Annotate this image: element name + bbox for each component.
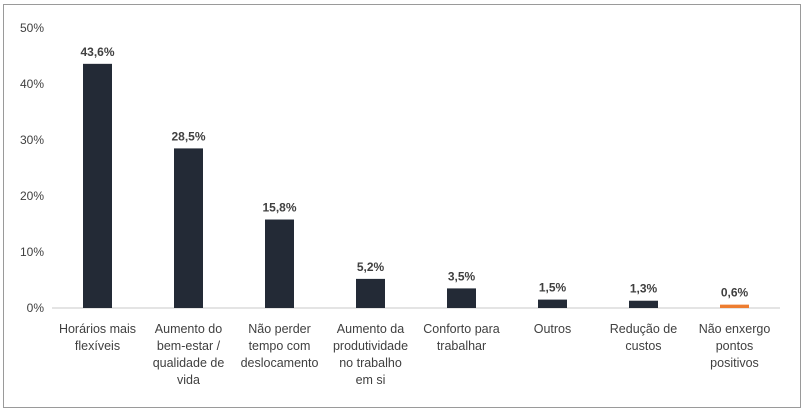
y-tick-label: 50%: [20, 21, 44, 35]
category-label: Não enxergo pontos positivos: [699, 322, 771, 370]
category-label-line: custos: [625, 339, 661, 353]
bar: [83, 63, 112, 309]
data-label: 0,6%: [721, 286, 749, 300]
category-label-line: positivos: [710, 356, 759, 370]
y-tick-label: 10%: [20, 245, 44, 259]
y-tick-label: 40%: [20, 77, 44, 91]
category-label-line: no trabalho: [339, 356, 402, 370]
bar: [265, 219, 294, 308]
category-label-line: flexíveis: [75, 339, 120, 353]
category-label: Outros: [534, 322, 572, 336]
y-tick-label: 20%: [20, 189, 44, 203]
category-label: Redução de custos: [610, 322, 677, 353]
category-label-line: em si: [356, 373, 386, 387]
category-label-line: Não perder: [248, 322, 311, 336]
data-label: 28,5%: [171, 129, 205, 143]
category-label: Aumento da produtividade no trabalho em si: [333, 322, 408, 387]
data-label: 1,5%: [539, 281, 567, 295]
bar: [174, 148, 203, 308]
category-label-line: Redução de: [610, 322, 677, 336]
data-label: 43,6%: [80, 45, 114, 59]
category-label: Aumento do bem-estar / qualidade de vida: [153, 322, 225, 387]
bar: [720, 304, 749, 308]
category-label-line: Não enxergo: [699, 322, 771, 336]
category-label-line: trabalhar: [437, 339, 486, 353]
category-label-line: vida: [177, 373, 200, 387]
y-tick-label: 0%: [27, 301, 45, 315]
category-label-line: Outros: [534, 322, 572, 336]
category-label-line: produtividade: [333, 339, 408, 353]
category-label: Horários mais flexíveis: [59, 322, 136, 353]
category-label-line: tempo com: [249, 339, 311, 353]
bar: [447, 288, 476, 308]
bar: [629, 300, 658, 308]
category-label-line: pontos: [716, 339, 754, 353]
data-label: 3,5%: [448, 269, 476, 283]
category-label-line: qualidade de: [153, 356, 225, 370]
category-label-line: Aumento do: [155, 322, 222, 336]
category-label-line: deslocamento: [241, 356, 319, 370]
category-label-line: bem-estar /: [157, 339, 221, 353]
category-label: Conforto para trabalhar: [423, 322, 499, 353]
y-tick-label: 30%: [20, 133, 44, 147]
bar: [538, 299, 567, 308]
category-label-line: Conforto para: [423, 322, 499, 336]
chart-frame: [3, 4, 801, 408]
bar: [356, 278, 385, 308]
data-label: 5,2%: [357, 260, 385, 274]
data-label: 1,3%: [630, 282, 658, 296]
category-label-line: Horários mais: [59, 322, 136, 336]
category-label: Não perder tempo com deslocamento: [241, 322, 319, 370]
category-label-line: Aumento da: [337, 322, 404, 336]
data-label: 15,8%: [262, 201, 296, 215]
